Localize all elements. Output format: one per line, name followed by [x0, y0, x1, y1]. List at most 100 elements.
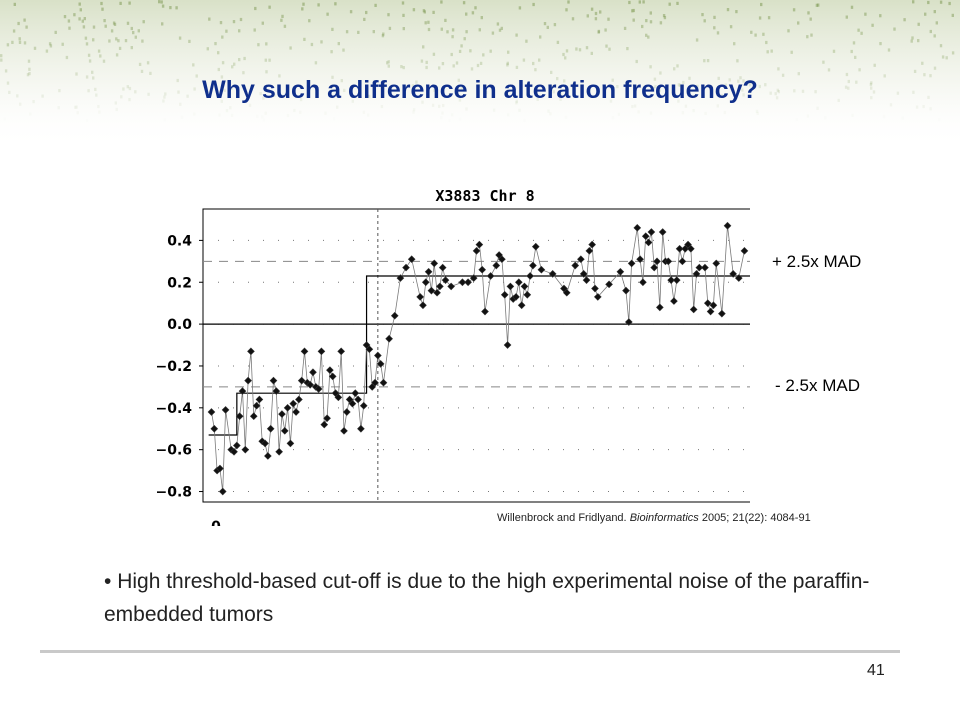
pattern-dot: [567, 0, 570, 4]
data-point: [221, 406, 230, 414]
pattern-dot: [632, 8, 635, 13]
pattern-dot: [193, 87, 196, 91]
plot-frame: [202, 208, 750, 503]
pattern-dot: [301, 7, 304, 11]
pattern-dot: [382, 32, 385, 36]
pattern-dot: [4, 69, 8, 73]
data-point: [500, 290, 509, 299]
data-point: [706, 307, 715, 316]
pattern-dot: [451, 113, 453, 116]
pattern-dot: [229, 106, 232, 110]
pattern-dot: [357, 30, 360, 34]
pattern-dot: [927, 0, 930, 5]
pattern-dot: [412, 8, 416, 12]
pattern-dot: [847, 86, 850, 90]
pattern-dot: [458, 98, 462, 102]
pattern-dot: [84, 36, 88, 40]
pattern-dot: [566, 92, 569, 96]
pattern-dot: [599, 10, 602, 14]
data-point: [650, 263, 659, 272]
pattern-dot: [402, 27, 405, 31]
copy-number-chart: X3883 Chr 8 0.4 0.2 0.0 −0.2 −0.4 −0.6 −0.8 0: [155, 187, 750, 526]
pattern-dot: [175, 6, 178, 10]
data-point: [689, 305, 698, 314]
pattern-dot: [345, 30, 349, 34]
pattern-dot: [431, 103, 435, 107]
pattern-dot: [628, 0, 631, 5]
pattern-dot: [424, 21, 427, 25]
pattern-dot: [186, 94, 189, 98]
pattern-dot: [146, 61, 150, 65]
pattern-dot: [164, 118, 166, 121]
pattern-dot: [342, 48, 345, 52]
pattern-dot: [565, 8, 568, 12]
pattern-dot: [458, 49, 462, 53]
pattern-dot: [807, 115, 809, 118]
pattern-dot: [158, 0, 161, 4]
pattern-dot: [387, 13, 390, 17]
pattern-dot: [927, 95, 930, 99]
data-point: [498, 255, 506, 264]
pattern-dot: [935, 21, 938, 25]
data-point: [390, 311, 399, 320]
pattern-dot: [854, 55, 857, 59]
pattern-dot: [102, 59, 106, 63]
pattern-dot: [169, 6, 172, 10]
data-point: [571, 261, 580, 270]
data-point: [314, 385, 323, 393]
pattern-dot: [231, 65, 234, 69]
pattern-dot: [797, 21, 800, 25]
pattern-dot: [887, 48, 891, 52]
pattern-dot: [308, 19, 311, 23]
pattern-dot: [571, 17, 575, 21]
data-point: [622, 286, 630, 295]
data-point: [687, 244, 695, 253]
pattern-dot: [612, 116, 614, 119]
data-point: [703, 299, 712, 308]
pattern-dot: [110, 29, 114, 33]
pattern-dot: [243, 56, 246, 61]
pattern-dot: [220, 99, 223, 103]
pattern-dot: [717, 76, 720, 80]
y-tick-label: 0.4: [167, 233, 192, 249]
data-point: [734, 274, 743, 282]
data-point: [475, 240, 484, 249]
data-point: [641, 232, 650, 241]
pattern-dot: [195, 74, 198, 78]
pattern-dot: [607, 17, 610, 21]
data-point: [216, 464, 224, 473]
pattern-dot: [74, 105, 77, 109]
pattern-dot: [440, 27, 443, 31]
pattern-dot: [261, 115, 263, 118]
pattern-dot: [293, 108, 296, 113]
pattern-dot: [141, 39, 144, 43]
data-point: [289, 399, 298, 408]
pattern-dot: [879, 42, 882, 46]
pattern-dot: [632, 18, 635, 22]
pattern-dot: [549, 112, 552, 116]
pattern-dot: [259, 92, 262, 96]
pattern-dot: [597, 30, 600, 34]
data-point: [464, 278, 472, 287]
data-point: [624, 318, 633, 326]
pattern-dot: [164, 92, 167, 96]
data-point: [588, 240, 596, 249]
data-point: [579, 270, 588, 278]
pattern-dot: [777, 67, 780, 71]
data-point: [531, 242, 540, 251]
data-point: [647, 228, 656, 236]
pattern-dot: [320, 40, 323, 44]
data-point: [402, 263, 410, 272]
data-point: [247, 347, 255, 356]
data-point: [441, 276, 450, 284]
pattern-dot: [506, 63, 509, 67]
pattern-dot: [23, 41, 27, 45]
data-point: [427, 286, 436, 295]
pattern-dot: [851, 114, 853, 117]
data-point: [275, 447, 283, 456]
pattern-dot: [45, 49, 49, 53]
pattern-dot: [432, 52, 436, 56]
pattern-dot: [857, 28, 860, 32]
data-point: [272, 387, 281, 395]
pattern-dot: [951, 51, 955, 55]
